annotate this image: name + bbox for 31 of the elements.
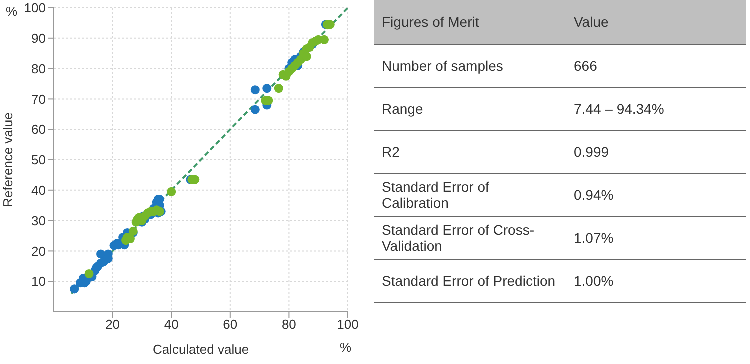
x-tick-label: 60	[223, 317, 238, 332]
text: 7.44 – 94.34%	[573, 100, 666, 118]
text: R2	[381, 142, 401, 162]
y-tick-label: 20	[32, 244, 46, 259]
text: %	[6, 4, 18, 19]
text: Range	[381, 100, 424, 119]
y-axis-title: Reference value	[0, 112, 16, 208]
x-tick-label: 100	[337, 317, 359, 332]
y-tick-label: 30	[32, 213, 46, 228]
y-tick-label: 60	[32, 122, 46, 138]
text: Standard Error of Calibration	[381, 178, 490, 212]
x-tick-label: 20	[106, 317, 120, 332]
y-tick-label: 90	[32, 31, 46, 46]
text: 1.07%	[573, 228, 615, 248]
text: 0.999	[573, 142, 610, 162]
text: %	[340, 340, 352, 355]
text: 1.00%	[573, 272, 615, 290]
x-axis-title: Calculated value	[152, 342, 250, 357]
text: 666	[573, 56, 598, 76]
y-tick-label: 70	[32, 92, 46, 107]
y-tick-label: 80	[32, 61, 46, 76]
x-tick-label: 80	[282, 317, 296, 332]
y-tick-label: 100	[24, 0, 46, 16]
text: Number of samples	[381, 56, 504, 76]
text: Standard Error of Prediction	[381, 272, 557, 290]
y-tick-label: 50	[32, 152, 46, 168]
x-tick-label: 40	[164, 317, 179, 332]
text: 0.94%	[573, 186, 615, 204]
y-tick-label: 10	[32, 274, 46, 290]
text: Standard Error of Cross-Validation	[381, 220, 536, 256]
y-tick-label: 40	[32, 183, 46, 198]
